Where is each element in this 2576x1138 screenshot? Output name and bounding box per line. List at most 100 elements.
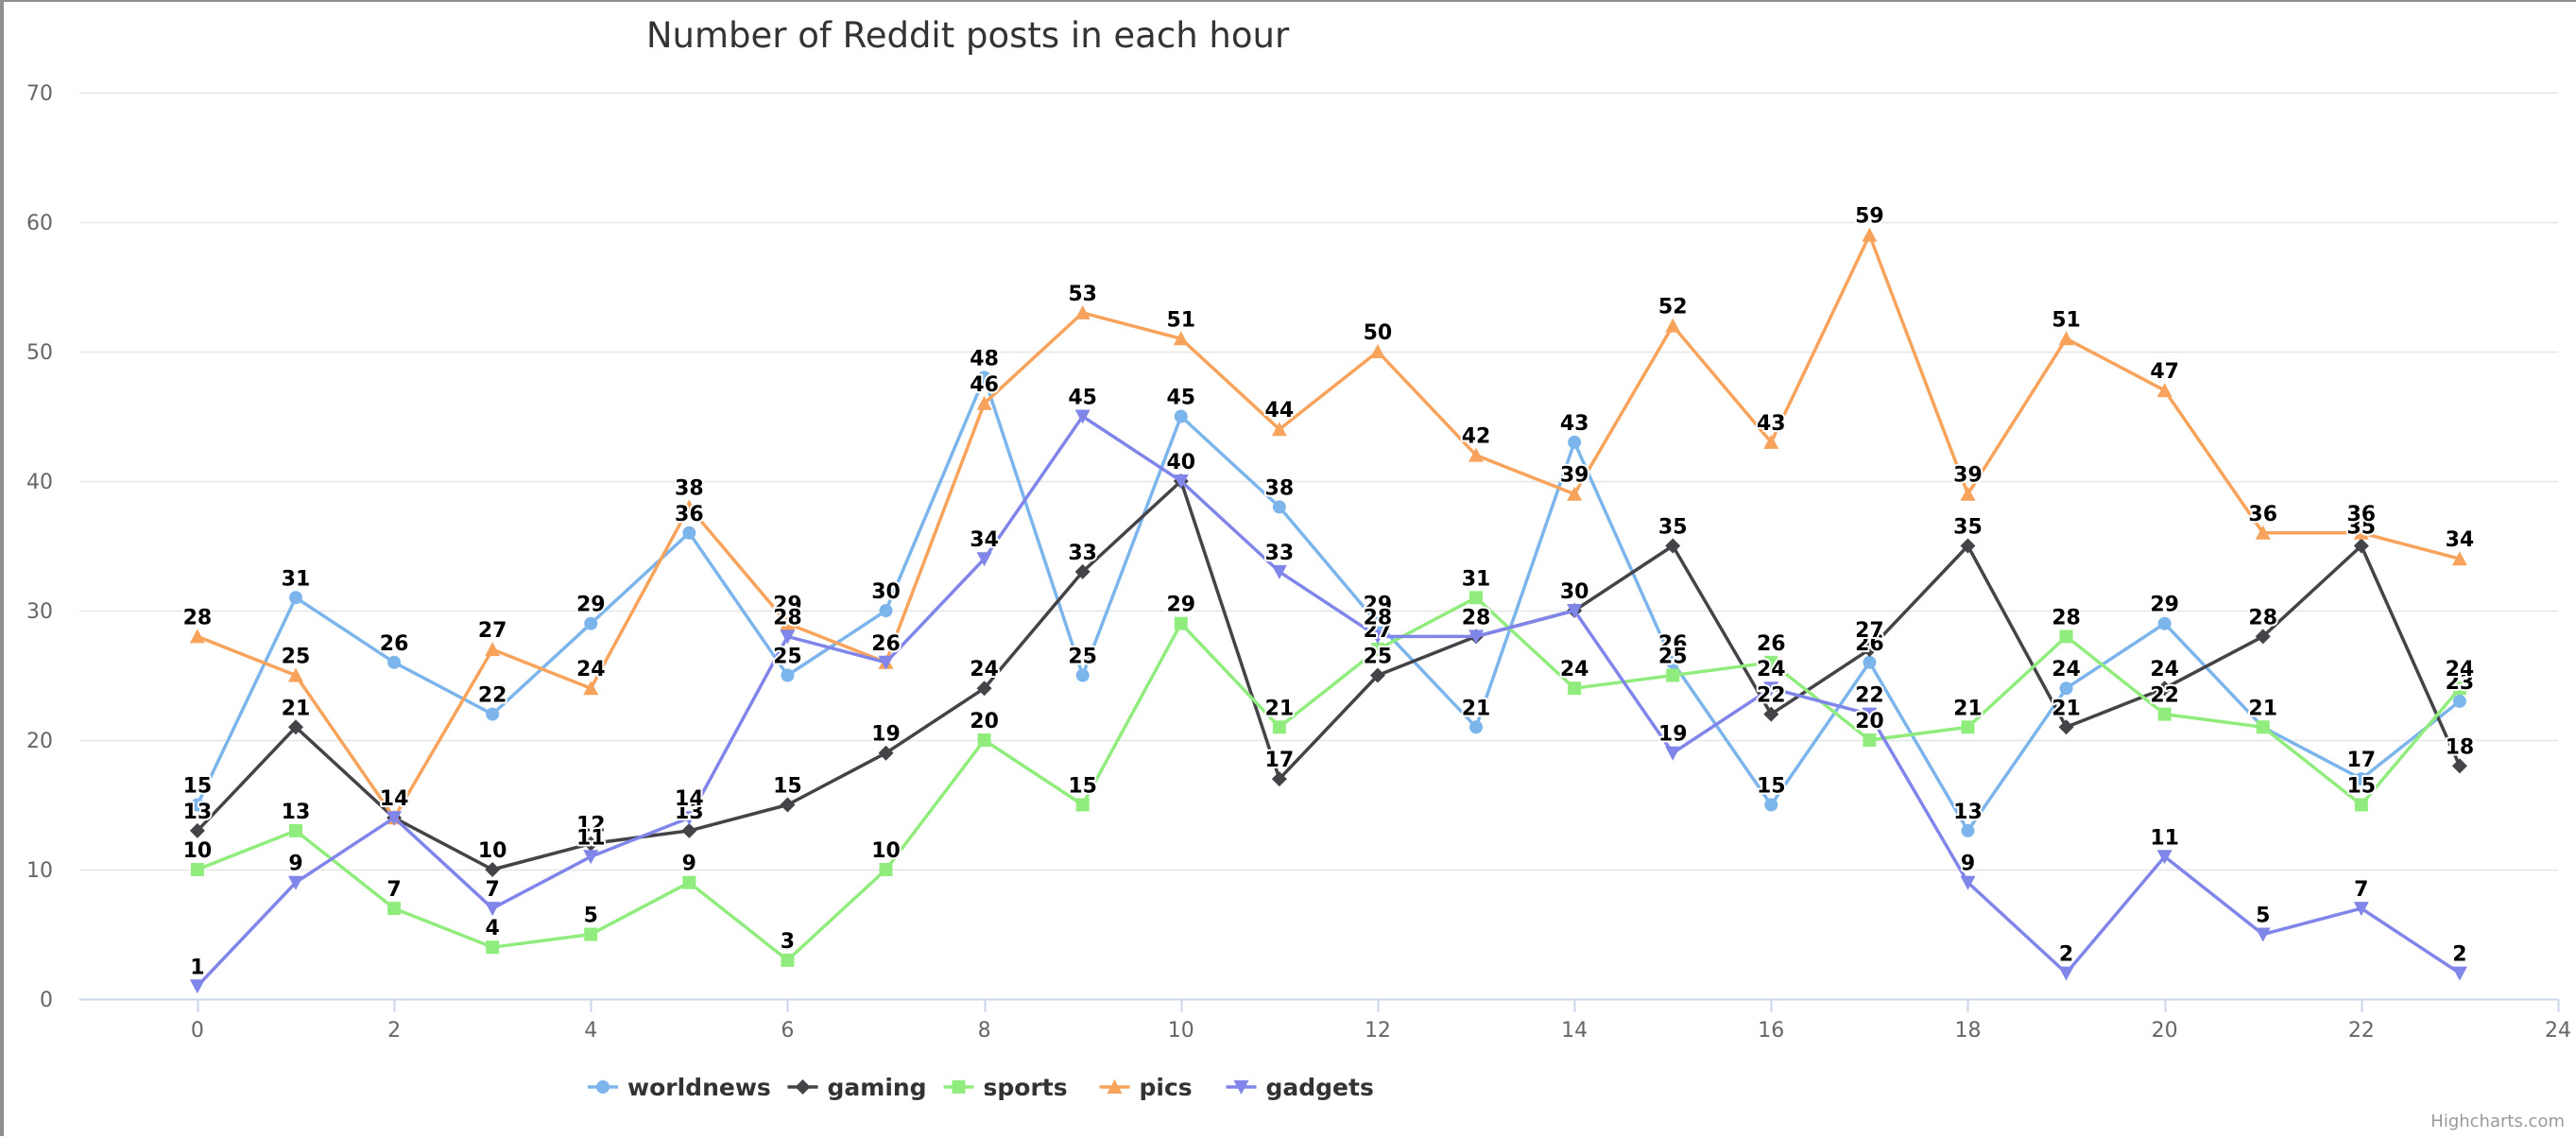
data-point-gadgets[interactable] bbox=[583, 850, 599, 865]
data-point-gadgets[interactable] bbox=[1567, 604, 1583, 618]
legend-item-gaming[interactable]: gaming bbox=[787, 1074, 927, 1101]
data-point-sports[interactable] bbox=[1764, 655, 1778, 669]
data-point-sports[interactable] bbox=[1075, 798, 1090, 812]
data-point-worldnews[interactable] bbox=[1568, 435, 1582, 449]
data-point-worldnews[interactable] bbox=[2452, 694, 2466, 708]
data-point-gadgets[interactable] bbox=[2058, 966, 2074, 981]
data-point-gaming[interactable] bbox=[1862, 642, 1878, 658]
series-line-worldnews[interactable] bbox=[196, 375, 2462, 833]
data-point-pics[interactable] bbox=[485, 642, 501, 657]
data-point-worldnews[interactable] bbox=[190, 798, 204, 812]
data-point-pics[interactable] bbox=[1763, 434, 1779, 449]
data-point-worldnews[interactable] bbox=[879, 604, 893, 617]
data-point-pics[interactable] bbox=[1567, 486, 1583, 501]
data-point-gadgets[interactable] bbox=[1763, 681, 1779, 697]
data-point-pics[interactable] bbox=[976, 395, 992, 410]
data-point-worldnews[interactable] bbox=[1469, 720, 1484, 734]
data-point-pics[interactable] bbox=[1862, 227, 1878, 242]
data-point-sports[interactable] bbox=[781, 953, 795, 967]
data-point-pics[interactable] bbox=[780, 615, 796, 630]
data-point-sports[interactable] bbox=[1961, 720, 1975, 734]
data-point-sports[interactable] bbox=[387, 902, 402, 916]
series-line-gaming[interactable] bbox=[196, 479, 2462, 871]
series-line-pics[interactable] bbox=[196, 233, 2462, 819]
data-point-gadgets[interactable] bbox=[976, 552, 992, 567]
data-point-gadgets[interactable] bbox=[287, 875, 303, 890]
data-point-pics[interactable] bbox=[681, 499, 697, 514]
data-point-worldnews[interactable] bbox=[1961, 823, 1975, 837]
data-point-sports[interactable] bbox=[2354, 798, 2368, 812]
legend-marker-sports[interactable] bbox=[952, 1080, 966, 1094]
data-point-gadgets[interactable] bbox=[2451, 966, 2467, 981]
credits-link[interactable]: Highcharts.com bbox=[2430, 1112, 2565, 1131]
data-point-worldnews[interactable] bbox=[1666, 655, 1680, 669]
data-point-gaming[interactable] bbox=[1369, 667, 1385, 683]
data-point-sports[interactable] bbox=[1666, 668, 1680, 682]
data-point-gadgets[interactable] bbox=[386, 811, 403, 826]
data-point-worldnews[interactable] bbox=[1174, 409, 1188, 423]
data-point-worldnews[interactable] bbox=[2157, 616, 2172, 630]
data-point-gadgets[interactable] bbox=[2353, 902, 2369, 917]
data-point-sports[interactable] bbox=[1469, 591, 1484, 605]
data-point-worldnews[interactable] bbox=[584, 616, 598, 630]
data-point-worldnews[interactable] bbox=[486, 707, 500, 721]
data-point-gaming[interactable] bbox=[681, 822, 697, 838]
data-point-worldnews[interactable] bbox=[288, 591, 302, 605]
data-point-gadgets[interactable] bbox=[1960, 875, 1976, 890]
data-point-gadgets[interactable] bbox=[1074, 409, 1091, 424]
data-point-gaming[interactable] bbox=[878, 745, 894, 761]
data-point-worldnews[interactable] bbox=[1075, 668, 1090, 682]
data-point-sports[interactable] bbox=[1272, 720, 1286, 734]
data-point-pics[interactable] bbox=[1665, 318, 1681, 333]
data-point-sports[interactable] bbox=[486, 940, 500, 955]
data-point-pics[interactable] bbox=[1468, 447, 1485, 462]
data-point-pics[interactable] bbox=[2156, 383, 2172, 398]
data-point-sports[interactable] bbox=[2452, 681, 2466, 696]
data-point-worldnews[interactable] bbox=[682, 526, 696, 540]
legend-item-pics[interactable]: pics bbox=[1099, 1074, 1193, 1101]
data-point-sports[interactable] bbox=[1863, 733, 1877, 747]
data-point-gaming[interactable] bbox=[2058, 719, 2074, 735]
data-point-pics[interactable] bbox=[287, 667, 303, 682]
data-point-pics[interactable] bbox=[2255, 525, 2271, 540]
data-point-gaming[interactable] bbox=[2156, 681, 2172, 697]
data-point-sports[interactable] bbox=[584, 927, 598, 941]
data-point-pics[interactable] bbox=[583, 681, 599, 696]
data-point-pics[interactable] bbox=[189, 629, 205, 644]
data-point-gaming[interactable] bbox=[583, 836, 599, 852]
data-point-sports[interactable] bbox=[682, 875, 696, 889]
data-point-gaming[interactable] bbox=[1960, 538, 1976, 554]
data-point-worldnews[interactable] bbox=[387, 655, 402, 669]
data-point-gadgets[interactable] bbox=[189, 979, 205, 994]
data-point-gadgets[interactable] bbox=[2255, 927, 2271, 942]
data-point-gadgets[interactable] bbox=[485, 902, 501, 917]
data-point-gaming[interactable] bbox=[2255, 629, 2271, 645]
data-point-pics[interactable] bbox=[1369, 344, 1385, 358]
data-point-gadgets[interactable] bbox=[1468, 629, 1485, 645]
data-point-gadgets[interactable] bbox=[1665, 746, 1681, 761]
data-point-gadgets[interactable] bbox=[2156, 850, 2172, 865]
legend-item-gadgets[interactable]: gadgets bbox=[1226, 1074, 1374, 1101]
data-point-gadgets[interactable] bbox=[1862, 707, 1878, 722]
legend-item-sports[interactable]: sports bbox=[943, 1074, 1068, 1101]
data-point-gadgets[interactable] bbox=[1173, 474, 1189, 489]
data-point-gaming[interactable] bbox=[189, 822, 205, 838]
data-point-worldnews[interactable] bbox=[1272, 500, 1286, 514]
series-line-sports[interactable] bbox=[196, 595, 2462, 962]
data-point-sports[interactable] bbox=[1568, 681, 1582, 696]
data-point-gadgets[interactable] bbox=[780, 629, 796, 645]
series-line-gadgets[interactable] bbox=[196, 414, 2462, 989]
data-point-gaming[interactable] bbox=[1074, 563, 1091, 579]
data-point-worldnews[interactable] bbox=[1370, 616, 1384, 630]
data-point-worldnews[interactable] bbox=[781, 668, 795, 682]
data-point-worldnews[interactable] bbox=[977, 371, 991, 385]
data-point-sports[interactable] bbox=[2256, 720, 2270, 734]
data-point-sports[interactable] bbox=[2059, 629, 2073, 644]
data-point-sports[interactable] bbox=[288, 823, 302, 837]
data-point-pics[interactable] bbox=[1271, 422, 1287, 437]
data-point-gadgets[interactable] bbox=[1369, 629, 1385, 645]
legend-marker-gadgets[interactable] bbox=[1233, 1080, 1249, 1095]
data-point-gaming[interactable] bbox=[485, 862, 501, 877]
legend-marker-pics[interactable] bbox=[1107, 1079, 1123, 1094]
data-point-worldnews[interactable] bbox=[1764, 798, 1778, 812]
